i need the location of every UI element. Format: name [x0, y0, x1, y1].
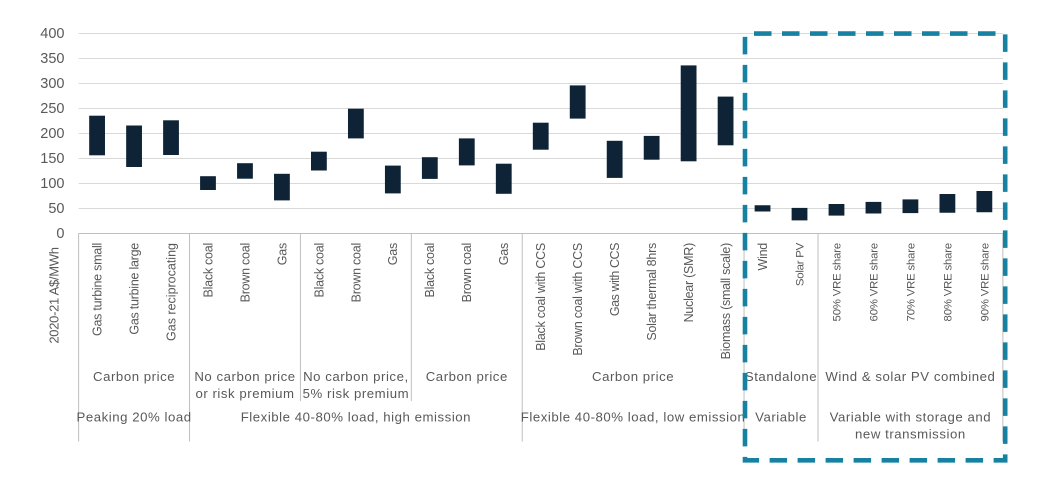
svg-text:Solar thermal 8hrs: Solar thermal 8hrs — [645, 243, 659, 341]
svg-text:Variable: Variable — [755, 409, 807, 424]
svg-text:Biomass (small scale): Biomass (small scale) — [719, 243, 733, 359]
svg-text:250: 250 — [40, 101, 64, 117]
svg-text:Flexible 40-80% load, high emi: Flexible 40-80% load, high emission — [241, 409, 471, 424]
svg-text:100: 100 — [40, 176, 64, 192]
svg-text:Black coal: Black coal — [423, 243, 437, 297]
svg-text:No carbon price: No carbon price — [194, 369, 295, 384]
svg-text:0: 0 — [56, 226, 64, 242]
svg-text:Nuclear (SMR): Nuclear (SMR) — [682, 243, 696, 322]
svg-text:Gas with CCS: Gas with CCS — [608, 243, 622, 316]
svg-text:Carbon price: Carbon price — [592, 369, 674, 384]
svg-text:Wind: Wind — [756, 243, 770, 271]
svg-text:Gas: Gas — [386, 243, 400, 265]
svg-text:Black coal with CCS: Black coal with CCS — [534, 243, 548, 351]
svg-text:80% VRE share: 80% VRE share — [942, 243, 954, 321]
svg-text:Brown coal: Brown coal — [460, 243, 474, 302]
svg-text:new transmission: new transmission — [855, 427, 966, 442]
svg-text:90% VRE share: 90% VRE share — [979, 243, 991, 321]
svg-text:or risk premium: or risk premium — [195, 386, 294, 401]
svg-text:Black coal: Black coal — [312, 243, 326, 297]
svg-text:Solar PV: Solar PV — [795, 242, 807, 286]
svg-text:350: 350 — [40, 51, 64, 67]
svg-text:Variable with storage and: Variable with storage and — [830, 409, 992, 424]
svg-text:50% VRE share: 50% VRE share — [831, 243, 843, 321]
svg-text:Brown coal: Brown coal — [349, 243, 363, 302]
svg-text:300: 300 — [40, 76, 64, 92]
svg-text:60% VRE share: 60% VRE share — [868, 243, 880, 321]
svg-text:Peaking 20% load: Peaking 20% load — [77, 409, 192, 424]
svg-text:2020-21 A$/MWh: 2020-21 A$/MWh — [47, 247, 62, 343]
svg-text:Gas turbine large: Gas turbine large — [127, 243, 141, 335]
svg-text:50: 50 — [48, 201, 64, 217]
svg-text:Standalone: Standalone — [745, 369, 817, 384]
svg-text:5% risk premium: 5% risk premium — [303, 386, 409, 401]
svg-text:No carbon price,: No carbon price, — [303, 369, 409, 384]
svg-text:Gas: Gas — [497, 243, 511, 265]
svg-text:Carbon price: Carbon price — [93, 369, 175, 384]
svg-text:70% VRE share: 70% VRE share — [905, 243, 917, 321]
svg-text:Gas turbine small: Gas turbine small — [90, 243, 104, 336]
svg-text:Gas reciprocating: Gas reciprocating — [164, 243, 178, 341]
svg-text:150: 150 — [40, 151, 64, 167]
svg-text:Brown coal: Brown coal — [238, 243, 252, 302]
svg-text:Wind & solar PV combined: Wind & solar PV combined — [825, 369, 995, 384]
svg-text:Carbon price: Carbon price — [426, 369, 508, 384]
svg-text:Brown coal with CCS: Brown coal with CCS — [571, 243, 585, 356]
svg-text:Gas: Gas — [275, 243, 289, 265]
svg-text:400: 400 — [40, 26, 64, 42]
svg-text:Black coal: Black coal — [201, 243, 215, 297]
svg-text:200: 200 — [40, 126, 64, 142]
svg-text:Flexible 40-80% load, low emis: Flexible 40-80% load, low emission — [521, 409, 746, 424]
